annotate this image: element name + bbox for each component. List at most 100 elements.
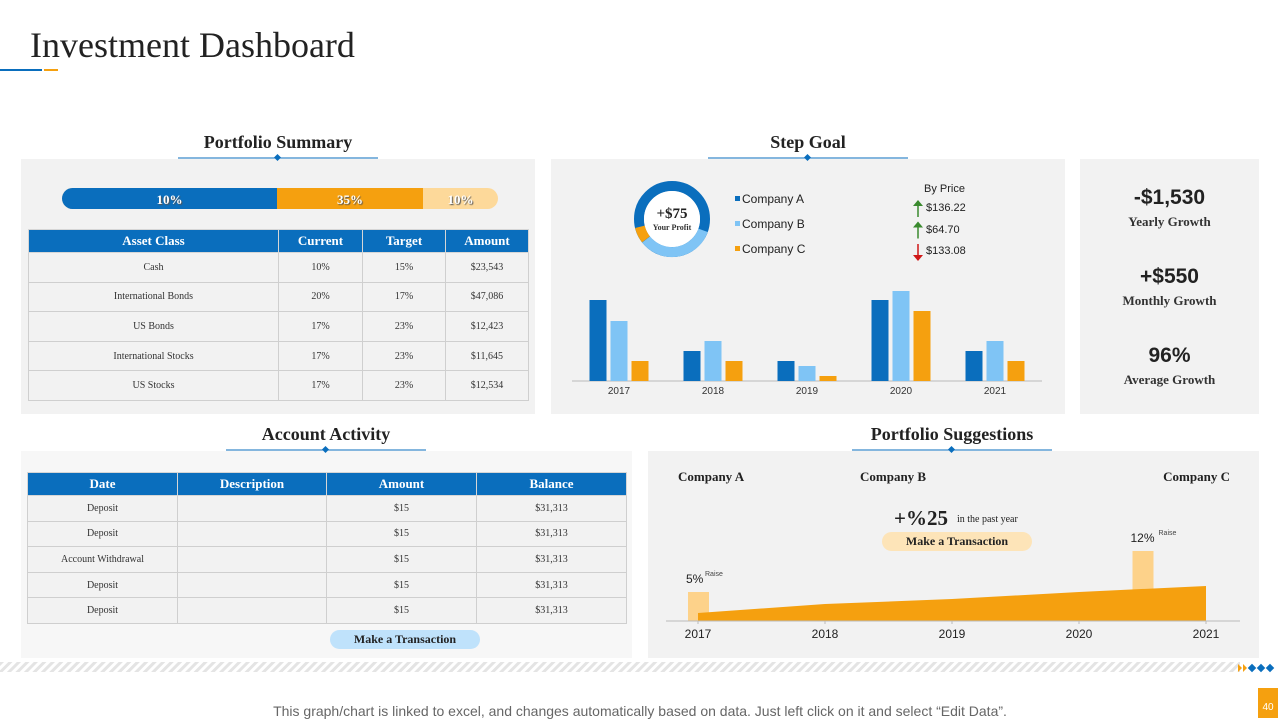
cell [177,495,327,522]
kpi-value: -$1,530 [1133,186,1206,209]
bar [986,341,1004,381]
cell: $12,534 [445,370,529,401]
bar [683,351,701,381]
header-row: Asset Class Current Target Amount [28,229,529,253]
section-title: Portfolio Summary [203,132,353,152]
allocation-bar [62,188,498,209]
highlight-note: Raise [1158,530,1177,537]
row: Cash 10% 15% $23,543 [28,252,529,283]
kpi-panel [1080,159,1259,414]
arrow-head [913,200,923,206]
cell: 10% [278,252,363,283]
button-label[interactable]: Make a Transaction [353,632,457,646]
row: International Bonds 20% 17% $47,086 [28,281,529,313]
column-header: Description [177,472,327,496]
column-header: Current [278,229,363,253]
cell: 23% [362,370,446,401]
cell: $11,645 [445,340,529,372]
cell: 23% [362,311,446,342]
bar [892,291,910,381]
button-bg[interactable] [330,630,480,649]
price-arrow [913,221,923,239]
bar [610,321,628,381]
cell: $15 [326,520,477,548]
arrow-head [913,221,923,228]
button-bg[interactable] [882,532,1032,551]
cell [177,597,327,624]
kpi-label: Monthly Growth [1122,293,1217,308]
bar [704,341,722,381]
row: US Bonds 17% 23% $12,423 [28,311,529,342]
title-accent [44,69,58,71]
cell: $47,086 [445,281,529,313]
legend-swatch [735,221,740,226]
x-tick-label: 2020 [889,386,913,397]
price-arrow [913,200,923,217]
x-tick-label: 2021 [1192,627,1220,641]
arrow-head [913,255,923,261]
x-tick-label: 2018 [701,386,725,397]
bar [1007,361,1025,381]
column-header: Date [27,472,178,496]
company-label: Company A [678,469,745,484]
cell: 17% [278,311,363,342]
legend-label: Company A [742,192,805,206]
highlight-label: 5% [686,572,704,586]
cell: $31,313 [476,571,627,599]
price-title: By Price [924,183,965,195]
section-title: Step Goal [770,132,846,152]
kpi-value: +$550 [1140,265,1199,288]
column-header: Balance [476,472,627,496]
cell: Cash [28,252,279,283]
allocation-label: 10% [156,192,183,207]
headline-note: in the past year [957,514,1018,525]
header-row: Date Description Amount Balance [27,472,627,496]
x-tick-label: 2018 [811,627,839,641]
bar [798,366,816,381]
cell: Account Withdrawal [27,546,178,573]
kpi-value: 96% [1148,344,1191,367]
cell: US Stocks [28,370,279,401]
price-label: $64.70 [926,223,960,236]
cell: Deposit [27,571,178,599]
legend-label: Company C [742,242,806,256]
cell: Deposit [27,597,178,624]
x-tick-label: 2020 [1065,627,1093,641]
cell: 23% [362,340,446,372]
headline: +%25 [894,506,948,530]
column-header: Amount [326,472,477,496]
bar [913,311,931,381]
button-label[interactable]: Make a Transaction [905,534,1009,548]
column-header: Amount [445,229,529,253]
cell: $31,313 [476,597,627,624]
cell: $15 [326,546,477,573]
bar [631,361,649,381]
price-label: $136.22 [926,202,966,214]
section-title: Portfolio Suggestions [870,424,1034,444]
cell: $31,313 [476,520,627,548]
legend-swatch [735,246,740,251]
highlight-note: Raise [705,571,723,578]
cell: Deposit [27,495,178,522]
page-title: Investment Dashboard [30,25,355,65]
allocation-label: 35% [337,192,363,207]
cell: US Bonds [28,311,279,342]
section-title: Account Activity [261,424,391,444]
cell: $15 [326,571,477,599]
row: Deposit $15 $31,313 [27,597,627,624]
column-header: Asset Class [28,229,279,253]
bar [871,300,889,381]
x-tick-label: 2019 [795,386,819,397]
bar [777,361,795,381]
table: Date Description Amount Balance Deposit $15 $3… [27,472,627,624]
row: Account Withdrawal $15 $31,313 [27,546,627,573]
page-number: 40 [1262,702,1274,713]
kpi-label: Average Growth [1123,372,1216,387]
cell: Deposit [27,520,178,548]
suggestions-panel [648,451,1259,658]
company-label: Company B [860,469,927,484]
cell: International Bonds [28,281,279,313]
cell: $12,423 [445,311,529,342]
legend-label: Company B [742,217,805,231]
